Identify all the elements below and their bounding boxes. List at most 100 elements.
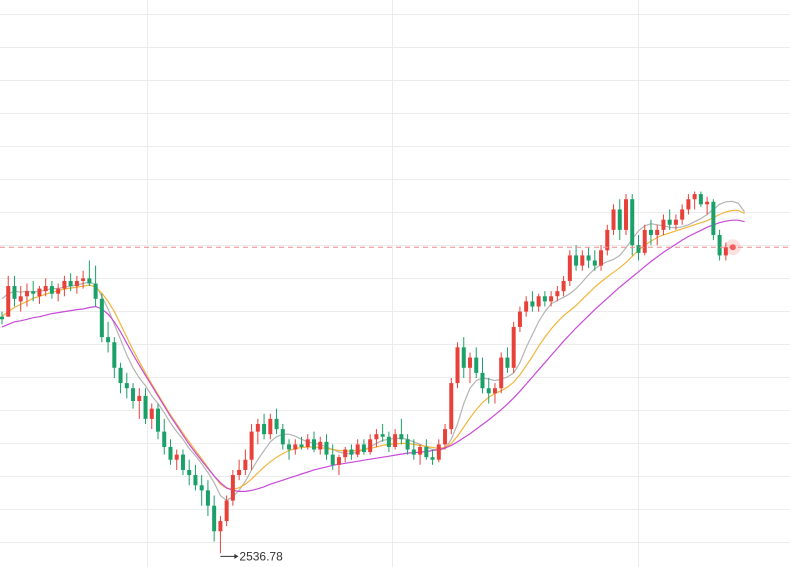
candle-up [436,439,441,463]
candle-body [630,199,635,246]
candle-body [193,475,198,486]
candle-body [106,337,111,343]
candle-body [336,457,341,465]
candle-up [655,224,660,246]
candle-down [349,444,354,460]
candle-down [162,418,167,455]
candle-body [443,429,448,445]
candle-body [511,326,516,368]
candle-body [349,449,354,455]
candle-down [87,260,92,287]
candle-body [237,469,242,476]
candle-body [405,439,410,450]
candle-up [524,296,529,317]
candle-up [624,194,628,235]
candle-body [536,296,541,307]
candle-down [586,247,591,269]
candle-up [580,250,585,271]
candle-up [686,194,691,215]
candle-body [424,446,429,458]
candle-up [149,403,154,430]
candle-body [137,395,142,401]
candle-down [112,337,117,378]
candle-body [380,434,385,437]
candle-body [374,434,379,440]
candle-body [324,441,329,455]
moving-average-line [1,209,745,491]
candle-body [393,434,398,447]
current-price-marker[interactable] [729,244,736,251]
candle-down [424,439,429,460]
candle-down [574,245,579,271]
candle-down [617,199,622,241]
candle-up [611,204,616,235]
candle-up [536,293,541,312]
candle-body [586,255,591,261]
candle-down [405,434,410,455]
candle-body [262,423,267,435]
candle-up [343,446,348,463]
candle-down [592,250,597,271]
candle-up [492,383,497,404]
candle-down [212,495,217,542]
candle-down [0,311,4,325]
candle-body [149,408,154,419]
candle-up [517,306,522,333]
moving-average-line [1,219,745,492]
candle-body [87,278,92,284]
candle-down [262,413,267,440]
candle-body [505,357,510,368]
candle-body [62,280,67,289]
candle-body [212,505,217,532]
candle-body [561,280,566,292]
candle-down [274,408,279,435]
candle-body [312,439,316,450]
candle-down [630,194,635,256]
candle-up [243,449,248,476]
candle-body [411,449,416,455]
candle-body [499,357,504,389]
candle-body [698,194,703,205]
candle-body [517,311,522,327]
candle-body [43,286,48,292]
candle-up [237,459,242,481]
candle-down [530,291,535,312]
candle-down [12,275,17,307]
candle-body [430,457,435,460]
candle-body [330,454,335,465]
candle-body [243,459,248,470]
candle-up [599,245,604,271]
candle-down [717,229,722,261]
candle-body [592,260,597,266]
moving-average-line [1,200,746,502]
candle-up [62,275,67,297]
candle-body [555,291,560,297]
min-price-label: 2536.78 [239,549,283,563]
candle-up [6,275,11,317]
candle-body [386,436,391,447]
candle-body [436,444,441,460]
candles [0,191,728,554]
candle-body [274,418,279,430]
candle-down [324,434,329,460]
candle-up [255,418,260,445]
candle-body [162,431,167,447]
candle-up [555,286,560,302]
candle-up [224,495,229,527]
candle-down [187,459,192,486]
candle-body [156,408,160,432]
candle-body [486,388,491,394]
candle-down [474,347,479,378]
candle-down [330,444,335,470]
candle-body [343,449,348,458]
candle-up [418,444,423,465]
candle-up [18,286,23,312]
candle-down [49,280,54,299]
candle-down [168,439,173,465]
candle-up [642,224,647,256]
candle-up [499,352,504,394]
candle-body [12,286,17,299]
candle-body [624,199,628,230]
